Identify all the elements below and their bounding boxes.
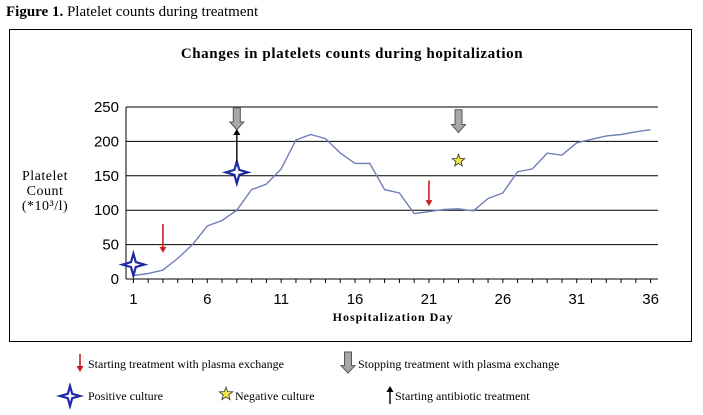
x-tick-label: 1	[129, 291, 137, 308]
chart-frame	[9, 29, 692, 342]
y-tick-label: 100	[94, 202, 119, 219]
axes	[125, 107, 658, 283]
gray-down-arrow-icon	[339, 351, 357, 374]
series-lines	[133, 129, 651, 277]
event-markers	[118, 107, 467, 280]
figure-caption: Figure 1. Platelet counts during treatme…	[6, 4, 258, 21]
x-tick-label: 16	[347, 291, 364, 308]
positive-culture-marker	[221, 157, 252, 188]
y-axis-label-line-3: (*10³/l)	[22, 199, 68, 214]
y-axis-label: Platelet Count (*10³/l)	[22, 169, 68, 214]
figure-caption-text: Platelet counts during treatment	[66, 4, 259, 20]
x-tick-labels: 1 6 11 16 21 26 31 36	[129, 291, 659, 308]
y-axis-label-line-2: Count	[27, 184, 64, 199]
x-tick-label: 6	[203, 291, 211, 308]
figure-number: Figure 1.	[6, 4, 64, 20]
legend-item-starting-antibiotic: Starting antibiotic treatment	[386, 386, 530, 404]
x-tick-label: 31	[568, 291, 585, 308]
legend-label: Stopping treatment with plasma exchange	[358, 357, 559, 371]
x-axis-label: Hospitalization Day	[333, 310, 454, 324]
red-down-arrow-icon	[76, 354, 84, 372]
blue-four-point-star-icon	[55, 381, 85, 411]
legend-label: Positive culture	[88, 389, 163, 403]
legend-item-starting-plasma-exchange: Starting treatment with plasma exchange	[76, 354, 284, 372]
x-tick-label: 11	[273, 291, 289, 308]
positive-culture-marker	[118, 249, 149, 280]
y-tick-label: 150	[94, 168, 119, 185]
negative-culture-marker	[451, 153, 466, 167]
legend: Starting treatment with plasma exchange S…	[55, 351, 559, 411]
gridlines	[126, 106, 658, 246]
y-tick-label: 50	[102, 237, 119, 254]
y-axis-label-line-1: Platelet	[22, 169, 68, 184]
stopping-plasma-exchange-arrow	[228, 107, 245, 131]
y-tick-label: 200	[94, 133, 119, 150]
starting-plasma-exchange-arrow	[159, 223, 167, 253]
black-up-arrow-icon	[386, 386, 394, 404]
x-tick-label: 21	[421, 291, 438, 308]
legend-item-negative-culture: Negative culture	[218, 385, 315, 403]
legend-label: Starting antibiotic treatment	[395, 389, 530, 403]
chart-title: Changes in platelets counts during hopit…	[181, 46, 523, 62]
y-tick-label: 0	[111, 271, 119, 288]
platelet-count-line	[133, 129, 651, 277]
legend-item-stopping-plasma-exchange: Stopping treatment with plasma exchange	[339, 351, 559, 374]
x-tick-label: 36	[642, 291, 659, 308]
y-tick-label: 250	[94, 99, 119, 116]
x-tick-label: 26	[494, 291, 511, 308]
starting-antibiotic-arrow	[233, 129, 241, 163]
starting-plasma-exchange-arrow	[425, 180, 433, 207]
legend-label: Negative culture	[235, 389, 315, 403]
yellow-star-icon	[218, 385, 234, 401]
legend-label: Starting treatment with plasma exchange	[88, 357, 284, 371]
y-tick-labels: 0 50 100 150 200 250	[94, 99, 119, 288]
stopping-plasma-exchange-arrow	[450, 109, 467, 134]
legend-item-positive-culture: Positive culture	[55, 381, 163, 411]
